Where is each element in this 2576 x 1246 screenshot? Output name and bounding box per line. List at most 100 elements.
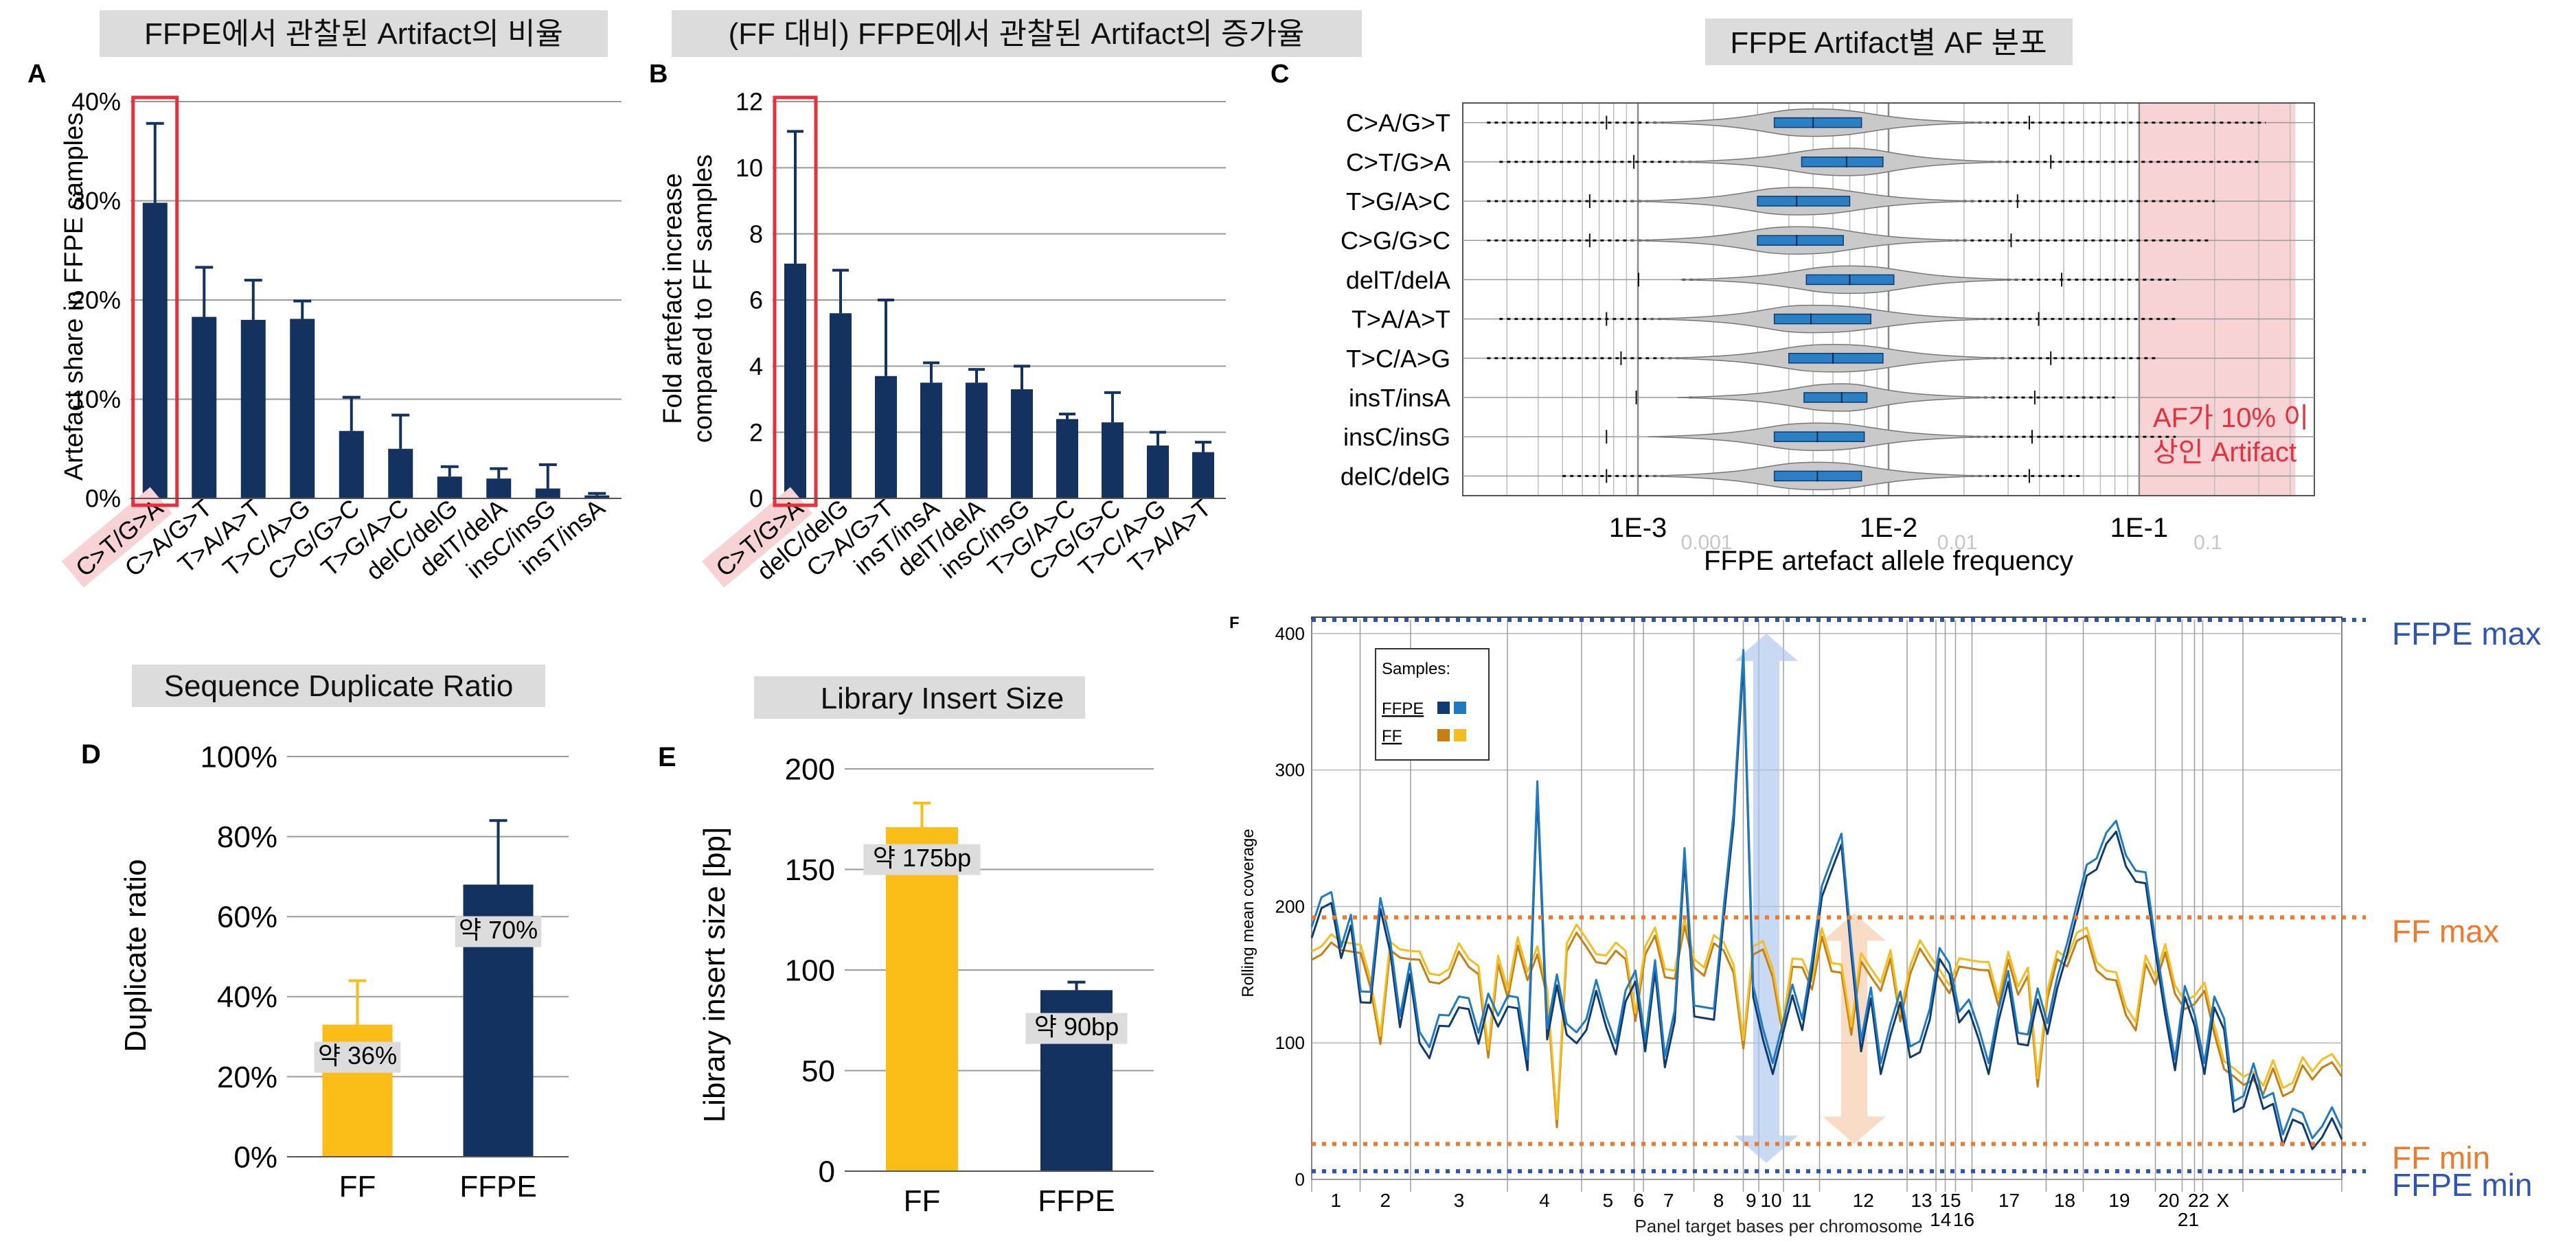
panel-c-box [1803,392,1868,403]
panel-f-y-axis-label: Rolling mean coverage [1239,829,1257,997]
panel-d-y-tick-label: 20% [217,1061,277,1094]
panel-b: (FF 대비) FFPE에서 관찰된 Artifact의 증가율 B Fold … [649,10,1362,588]
panel-a-y-tick-label: 40% [71,88,121,116]
panel-f-reference-label: FFPE max [2392,616,2541,651]
panel-f-chromosome-label: 15 [1939,1190,1961,1211]
panel-c-category-label: C>G/G>C [1341,227,1450,255]
panel-b-bar [1056,419,1078,498]
panel-f-chromosome-label: 1 [1330,1190,1341,1211]
panel-d-plot: 0% 20% 40% 60% 80% 100% FF 약 36% FFPE 약 70% [200,740,569,1203]
panel-f-chromosome-label: 2 [1380,1190,1391,1211]
panel-c-annotation-line: AF가 10% 이 [2153,403,2309,433]
panel-e-value-label-bg [1025,1013,1128,1044]
panel-d-x-tick-label: FFPE [459,1170,536,1203]
panel-b-y-axis-label-line2: compared to FF samples [689,154,718,443]
panel-b-bar [1011,389,1033,498]
panel-c-box [1801,157,1884,168]
panel-f-chromosome-label: 19 [2108,1190,2130,1211]
af-over-10pct-highlight [2139,103,2296,496]
panel-d-y-axis-label: Duplicate ratio [119,859,152,1052]
panel-c-box [1757,196,1851,207]
panel-e-y-tick-label: 100 [785,954,835,987]
panel-f-legend-swatch [1454,702,1466,714]
panel-c-category-label: C>A/G>T [1346,109,1450,137]
panel-c-category-label: T>C/A>G [1346,345,1450,373]
panel-b-y-tick-label: 12 [736,88,763,116]
panel-f-reference-label: FF min [2392,1140,2490,1175]
panel-d-y-tick-label: 60% [217,901,277,934]
panel-c-category-label: insT/insA [1349,384,1450,412]
panel-f-chromosome-label: 16 [1953,1209,1974,1230]
panel-d-y-tick-label: 40% [217,980,277,1014]
panel-f-chromosome-label: 5 [1602,1190,1613,1211]
panel-e-heading-bg [754,676,1085,719]
panel-f-legend-title: Samples: [1382,660,1450,678]
panel-e-value-label: 약 175bp [873,844,971,872]
panel-f-y-tick-label: 400 [1275,623,1305,644]
panel-b-bar [966,382,988,498]
panel-a-y-tick-label: 10% [71,385,121,413]
panel-c-category-label: C>T/G>A [1346,148,1450,176]
panel-d-value-label-bg [455,916,542,947]
panel-d-value-label: 약 70% [459,916,538,944]
panel-a-bar [192,316,217,498]
panel-b-bar [1147,445,1169,498]
panel-f-chromosome-label: 21 [2178,1209,2199,1230]
panel-a-heading-bg [100,10,608,57]
panel-c-letter: C [1270,60,1289,89]
panel-c-x-tick-label-decimal: 0.1 [2193,531,2222,554]
panel-b-bar [1192,452,1214,498]
panel-f-y-tick-label: 300 [1275,760,1305,781]
panel-f-ff-range-arrow [1823,913,1886,1144]
panel-a-y-tick-label: 20% [71,286,121,314]
panel-c-annotation-line: 상인 Artifact [2153,437,2296,468]
panel-c-x-tick-label-decimal: 0.01 [1937,531,1977,554]
panel-e-value-label: 약 90bp [1034,1013,1119,1041]
panel-c-box [1773,431,1865,442]
panel-a-heading: FFPE에서 관찰된 Artifact의 비율 [144,17,563,51]
panel-b-bar [920,382,942,498]
panel-c-category-label: T>G/A>C [1346,187,1450,216]
panel-e-y-tick-label: 0 [819,1155,835,1188]
panel-f-ffpe-line-1 [1310,660,2343,1151]
panel-f-y-tick-label: 0 [1295,1169,1305,1190]
panel-d: Sequence Duplicate Ratio D Duplicate rat… [81,665,569,1203]
panel-a-bar [437,476,462,498]
panel-c-category-label: T>A/A>T [1352,305,1450,334]
panel-f-legend-label: FFPE [1382,700,1424,718]
panel-c-x-tick-label: 1E-3 [1609,513,1667,543]
panel-f-chromosome-label: 14 [1930,1209,1951,1230]
panel-f-y-tick-label: 200 [1275,896,1305,916]
panel-b-y-tick-label: 2 [749,418,763,446]
panel-f-letter: F [1229,614,1240,632]
panel-b-x-label-highlight [702,487,813,588]
panel-a-y-tick-label: 30% [71,187,121,215]
panel-e: Library Insert Size E Library insert siz… [658,676,1154,1218]
panel-b-y-axis-label-line1: Fold artefact increase [659,173,687,424]
panel-c-x-axis-label: FFPE artefact allele frequency [1704,546,2073,576]
panel-d-y-tick-label: 100% [200,740,277,774]
panel-b-plot: 024681012C>T/G>AdelC/delGC>A/G>TinsT/ins… [702,88,1226,588]
panel-f-x-axis-label: Panel target bases per chromosome [1634,1216,1922,1236]
panel-f-reference-label: FFPE min [2392,1167,2532,1203]
panel-c-x-tick-label: 1E-1 [2110,513,2169,543]
panel-f-legend-box [1375,648,1490,761]
panel-c-x-tick-label-decimal: 0.001 [1681,531,1733,554]
panel-a-bar [339,430,364,498]
panel-b-bar [784,264,806,498]
panel-b-heading-bg [672,10,1362,57]
panel-e-y-axis-label: Library insert size [bp] [698,827,731,1122]
panel-a-x-label-highlight [61,487,172,588]
panel-c-box [1757,235,1844,246]
panel-f-chromosome-label: 4 [1539,1190,1550,1211]
panel-b-bar [830,313,852,498]
panel-a-bar [142,203,168,498]
panel-f-legend-label: FF [1382,727,1402,746]
panel-f-chromosome-label: X [2216,1190,2229,1211]
panel-e-x-tick-label: FFPE [1038,1184,1115,1218]
panel-a-y-axis-label: Artefact share in FFPE samples [60,113,89,481]
panel-e-value-label-bg [863,844,981,875]
panel-a-plot: 0%10%20%30%40%C>T/G>AC>A/G>TT>A/A>TT>C/A… [61,88,622,588]
panel-b-highlight-box [773,95,818,507]
panel-d-value-label-bg [314,1041,401,1073]
